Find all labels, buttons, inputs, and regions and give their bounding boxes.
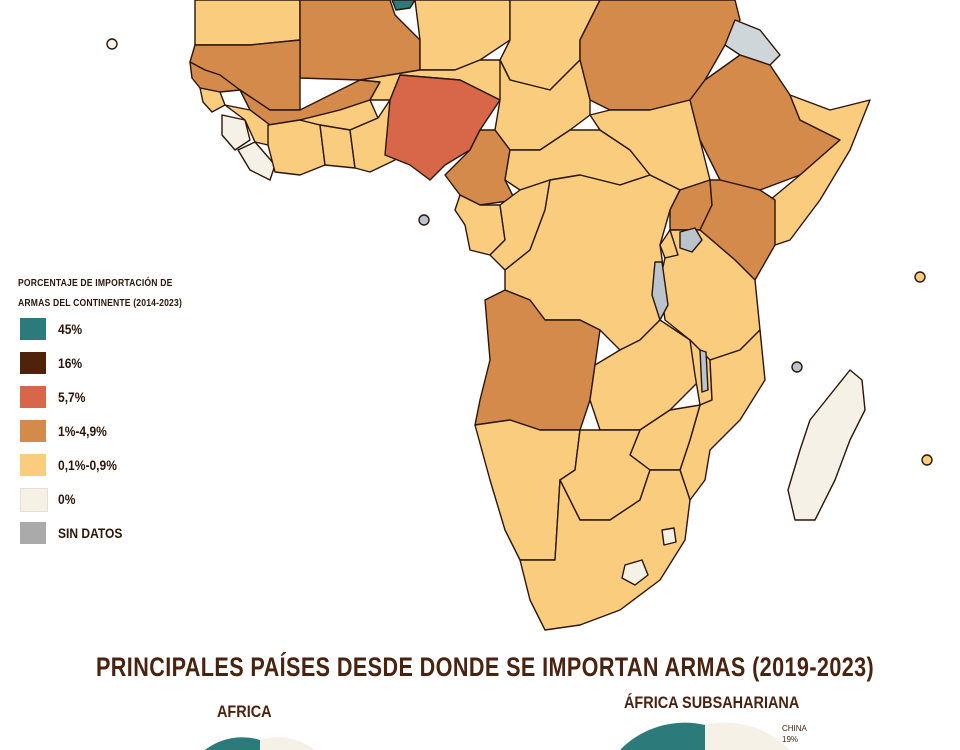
lake-victoria: [679, 227, 703, 253]
legend-label: 1%-4,9%: [58, 423, 107, 439]
region-cameroon: [444, 129, 516, 206]
region-togo-benin: [349, 99, 396, 173]
map-legend: PORCENTAJE DE IMPORTACIÓN DE ARMAS DEL C…: [18, 274, 248, 552]
legend-swatch: [20, 488, 48, 512]
legend-item: 0%: [18, 484, 248, 518]
region-maghreb-west: [194, 0, 301, 46]
legend-title: PORCENTAJE DE IMPORTACIÓN DE ARMAS DEL C…: [18, 274, 216, 314]
legend-swatch: [20, 352, 46, 374]
region-ivory-coast: [267, 119, 326, 176]
pie-africa-slice-main: [205, 737, 260, 750]
pie-subsaharan-slice-rest: [705, 722, 790, 750]
island-sao-tome: [418, 214, 430, 226]
region-south-africa: [519, 469, 691, 631]
island-mauritius: [921, 454, 933, 466]
section-title: PRINCIPALES PAÍSES DESDE DONDE SE IMPORT…: [96, 652, 875, 682]
pie-note-country: CHINA: [782, 724, 807, 733]
region-nigeria: [384, 74, 501, 181]
pie-subsaharan-slice-main: [620, 722, 705, 750]
region-kenya: [699, 179, 776, 281]
island-seychelles: [914, 271, 926, 283]
pie-note-value: 19%: [782, 735, 799, 744]
region-chad: [494, 59, 591, 151]
legend-swatch: [20, 386, 46, 408]
island-comoros: [791, 361, 803, 373]
pie-note: CHINA 19%: [782, 723, 807, 745]
lake-tanganyika: [651, 261, 669, 321]
legend-item: 5,7%: [18, 382, 248, 416]
region-sierra-leone: [221, 114, 251, 151]
legend-item: 16%: [18, 348, 248, 382]
legend-title-line1: PORCENTAJE DE IMPORTACIÓN DE: [18, 278, 173, 289]
region-somalia: [769, 94, 871, 246]
legend-item: SIN DATOS: [18, 518, 248, 552]
island-cape-verde: [106, 38, 118, 50]
legend-label: 45%: [58, 321, 83, 337]
legend-item: 1%-4,9%: [18, 416, 248, 450]
pie-africa-slice-rest: [260, 737, 315, 750]
legend-swatch: [20, 454, 46, 476]
region-eritrea: [724, 19, 781, 66]
lake-malawi: [699, 349, 709, 393]
legend-label: 0%: [58, 491, 76, 507]
legend-item: 45%: [18, 314, 248, 348]
region-senegal: [189, 61, 241, 93]
region-algeria: [299, 0, 421, 81]
legend-label: 16%: [58, 355, 83, 371]
pie-subsaharan: [620, 722, 790, 750]
legend-label: 0,1%-0,9%: [58, 457, 117, 473]
legend-swatch: [20, 522, 46, 544]
region-eswatini: [661, 527, 677, 546]
region-madagascar: [787, 369, 866, 521]
pie-title-subsaharan: ÁFRICA SUBSAHARIANA: [624, 693, 800, 712]
region-egypt: [391, 0, 416, 11]
region-liberia: [237, 141, 276, 181]
region-guinea-bissau: [199, 87, 226, 113]
legend-swatch: [20, 420, 46, 442]
legend-swatch: [20, 318, 46, 340]
legend-label: SIN DATOS: [58, 525, 123, 541]
legend-title-line2: ARMAS DEL CONTINENTE (2014-2023): [18, 298, 183, 309]
region-lesotho: [621, 559, 649, 586]
legend-label: 5,7%: [58, 389, 86, 405]
pie-title-africa: AFRICA: [217, 702, 272, 721]
pie-africa: [205, 737, 315, 750]
legend-item: 0,1%-0,9%: [18, 450, 248, 484]
